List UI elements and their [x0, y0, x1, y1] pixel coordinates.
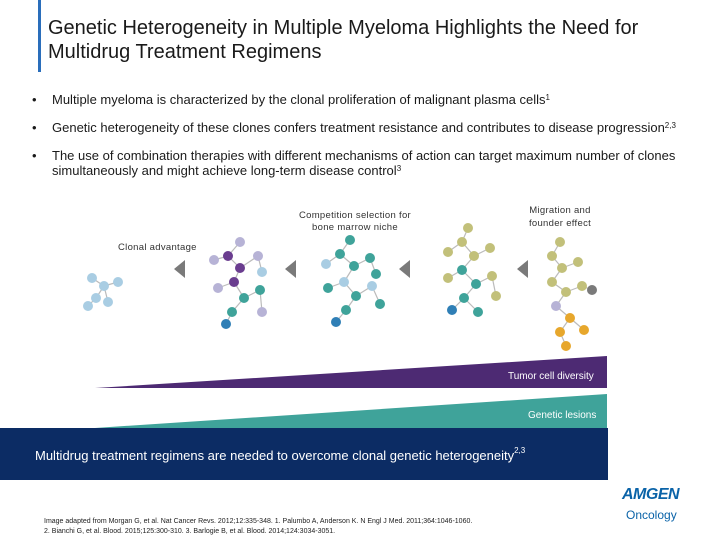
logo-wordmark: AMGEN	[622, 486, 680, 503]
citation-superscript: 2,3	[664, 121, 676, 130]
bullet-item: • The use of combination therapies with d…	[30, 148, 690, 178]
references: Image adapted from Morgan G, et al. Nat …	[44, 517, 604, 537]
banner-main-text: Multidrug treatment regimens are needed …	[35, 448, 515, 463]
genetic-lesions-band	[95, 394, 607, 428]
citation-superscript: 2,3	[514, 446, 526, 455]
bullet-item: • Multiple myeloma is characterized by th…	[30, 92, 690, 107]
band-label-genetic: Genetic lesions	[528, 410, 597, 421]
amgen-oncology-logo: AMGEN Oncology	[622, 486, 686, 522]
clone-cells-4	[443, 223, 501, 317]
clone-tree-4	[447, 227, 497, 313]
bullet-list: • Multiple myeloma is characterized by th…	[30, 92, 690, 191]
key-message-banner	[0, 428, 608, 480]
bullet-dot: •	[32, 92, 37, 107]
bullet-item: • Genetic heterogeneity of these clones c…	[30, 120, 690, 135]
label-clonal-advantage: Clonal advantage	[118, 242, 197, 253]
bullet-dot: •	[32, 120, 37, 135]
reference-line: Image adapted from Morgan G, et al. Nat …	[44, 518, 473, 525]
reference-line: 2. Bianchi G, et al. Blood. 2015;125:300…	[44, 528, 336, 535]
progression-arrow-icon	[399, 260, 410, 278]
progression-arrow-icon	[285, 260, 296, 278]
page-title: Genetic Heterogeneity in Multiple Myelom…	[48, 17, 639, 63]
label-migration-founder: Migration and founder effect	[528, 205, 592, 229]
bullet-text: Genetic heterogeneity of these clones co…	[52, 120, 665, 135]
progression-arrow-icon	[174, 260, 185, 278]
clone-cells-1	[83, 273, 123, 311]
citation-superscript: 1	[545, 93, 550, 102]
bullet-text: The use of combination therapies with di…	[52, 148, 676, 178]
citation-superscript: 3	[396, 164, 402, 173]
clone-tree-3	[325, 239, 381, 323]
band-label-diversity: Tumor cell diversity	[508, 371, 594, 382]
key-message-text: Multidrug treatment regimens are needed …	[35, 446, 526, 463]
logo-subtitle: Oncology	[626, 508, 677, 522]
progression-arrow-icon	[517, 260, 528, 278]
clone-cells-5	[547, 237, 597, 351]
clone-cells-3	[321, 235, 385, 327]
bullet-dot: •	[32, 148, 37, 163]
label-competition-selection: Competition selection for bone marrow ni…	[298, 210, 412, 233]
tumor-cell-diversity-band	[95, 356, 607, 388]
clone-cells-2	[209, 237, 267, 329]
bullet-text: Multiple myeloma is characterized by the…	[52, 92, 546, 107]
title-accent-bar	[38, 0, 41, 72]
